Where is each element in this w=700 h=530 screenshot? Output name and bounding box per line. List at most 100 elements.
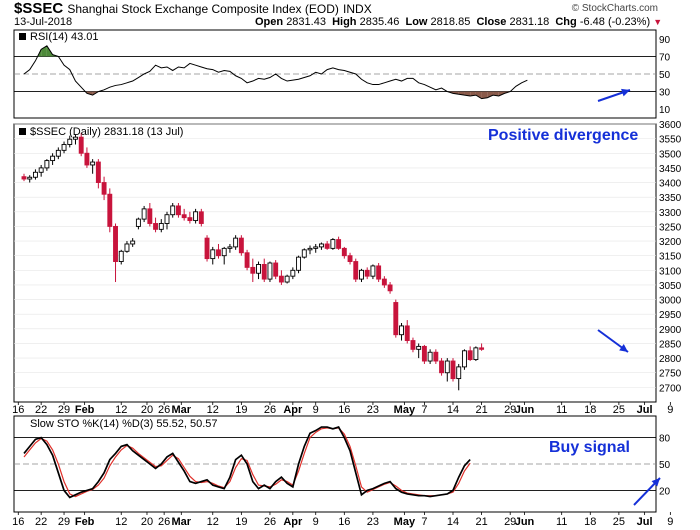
x-tick-label: 12: [115, 516, 127, 528]
x-tick-label: 9: [313, 404, 319, 416]
rsi-oversold-fill: [481, 91, 488, 99]
price-panel: [13, 123, 657, 403]
x-tick-label: 11: [556, 516, 567, 528]
candle-body: [330, 239, 336, 249]
candle-body: [21, 176, 27, 180]
candle-body: [198, 211, 204, 224]
candle-body: [410, 340, 416, 350]
x-tick-label: 9: [667, 404, 673, 416]
candle-body: [336, 239, 342, 249]
candle-body: [55, 149, 61, 157]
candle-body: [193, 211, 199, 222]
candle-body: [473, 347, 479, 361]
x-tick-label: Mar: [172, 516, 192, 528]
x-tick-label: Jul: [637, 516, 653, 528]
candle-body: [118, 250, 124, 262]
price-tick-label: 3550: [659, 135, 682, 146]
x-tick-label: 23: [367, 516, 379, 528]
candle-body: [153, 223, 159, 230]
x-tick-label: 25: [613, 404, 625, 416]
candle-body: [467, 350, 473, 361]
candle-body: [364, 269, 370, 277]
chart-date: 13-Jul-2018: [14, 16, 73, 28]
x-tick-label: 22: [35, 404, 47, 416]
candle-body: [78, 136, 84, 154]
x-tick-label: 16: [338, 404, 350, 416]
x-tick-label: 26: [158, 516, 170, 528]
x-tick-label: 20: [141, 404, 153, 416]
candle-body: [181, 214, 187, 219]
candle-body: [244, 252, 250, 268]
candle-body: [376, 265, 382, 280]
price-tick-label: 3350: [659, 193, 682, 204]
down-arrow-icon: ▼: [653, 17, 663, 27]
rsi-tick-label: 50: [659, 70, 671, 81]
x-tick-label: Mar: [172, 404, 192, 416]
price-tick-label: 3150: [659, 252, 682, 263]
x-tick-label: 12: [207, 404, 219, 416]
open-value: 2831.43: [286, 16, 326, 28]
x-tick-label: 25: [613, 516, 625, 528]
divergence-rsi-arrow: [597, 88, 631, 102]
candle-body: [256, 264, 261, 274]
candle-body: [27, 176, 33, 180]
candle-body: [238, 237, 244, 254]
candle-body: [301, 249, 307, 258]
candle-body: [147, 208, 153, 224]
candle-body: [113, 225, 118, 262]
price-tick-label: 2750: [659, 369, 682, 380]
candle-body: [461, 350, 467, 368]
candle-body: [95, 161, 101, 183]
price-tick-label: 3400: [659, 179, 682, 190]
candle-body: [158, 223, 164, 230]
sto-legend: Slow STO %K(14) %D(3) 55.52, 50.57: [30, 418, 218, 430]
price-tick-label: 3600: [659, 120, 682, 131]
x-tick-label: May: [394, 404, 416, 416]
x-tick-label: 16: [12, 404, 24, 416]
x-tick-label: 18: [584, 404, 596, 416]
candle-body: [50, 155, 56, 162]
x-tick-label: 26: [264, 404, 276, 416]
x-tick-label: Apr: [283, 404, 303, 416]
candle-body: [421, 345, 427, 362]
positive-divergence-label: Positive divergence: [488, 127, 639, 144]
x-tick-label: Jun: [515, 404, 535, 416]
candle-body: [416, 345, 422, 350]
sto-d-line: [23, 427, 471, 498]
x-tick-label: 21: [475, 516, 487, 528]
x-tick-label: 22: [35, 516, 47, 528]
candle-body: [267, 262, 273, 280]
sto-tick-label: 50: [659, 460, 671, 471]
candle-body: [67, 138, 73, 145]
sto-tick-label: 20: [659, 486, 671, 497]
candle-body: [353, 261, 359, 280]
x-tick-label: 9: [667, 516, 673, 528]
candle-body: [170, 205, 176, 216]
x-tick-label: 29: [58, 516, 70, 528]
price-tick-label: 3300: [659, 208, 682, 219]
x-tick-label: 9: [313, 516, 319, 528]
rsi-oversold-fill: [475, 91, 482, 99]
candle-body: [393, 302, 399, 336]
x-tick-label: 26: [158, 404, 170, 416]
candle-body: [479, 347, 485, 350]
candle-body: [324, 243, 330, 249]
candle-body: [210, 249, 216, 260]
candle-body: [318, 243, 324, 248]
rsi-tick-label: 70: [659, 52, 671, 63]
price-tick-label: 3050: [659, 281, 682, 292]
open-label: Open: [255, 16, 284, 28]
close-label: Close: [476, 16, 507, 28]
rsi-overbought-fill: [41, 45, 47, 57]
candle-body: [273, 262, 279, 277]
sto-k-line: [23, 426, 471, 499]
rsi-tick-label: 30: [659, 88, 671, 99]
x-tick-label: 26: [264, 516, 276, 528]
candle-body: [90, 161, 96, 166]
candle-body: [433, 351, 439, 362]
candle-body: [427, 351, 433, 362]
candle-body: [84, 152, 90, 166]
rsi-tick-label: 90: [659, 35, 671, 46]
candle-body: [347, 255, 353, 262]
